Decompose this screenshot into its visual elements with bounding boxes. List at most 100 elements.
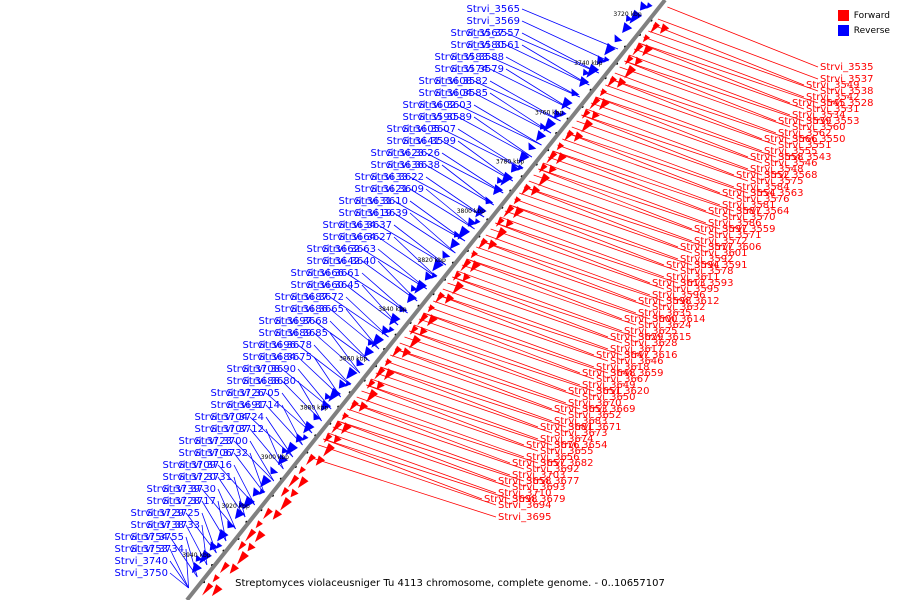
forward-gene-arrow bbox=[409, 325, 419, 335]
forward-gene-connector bbox=[595, 96, 749, 158]
forward-gene-arrow bbox=[340, 422, 352, 435]
reverse-gene-arrow bbox=[622, 22, 633, 33]
legend-label-reverse: Reverse bbox=[853, 25, 890, 36]
forward-gene-arrow bbox=[470, 260, 481, 273]
forward-gene-arrow bbox=[634, 56, 643, 66]
reverse-gene-connector bbox=[441, 164, 494, 206]
reverse-gene-connector bbox=[393, 212, 456, 254]
forward-gene-arrow bbox=[538, 173, 550, 187]
forward-gene-arrow bbox=[513, 206, 524, 219]
reverse-gene-arrow bbox=[195, 554, 203, 562]
reverse-gene-arrow bbox=[625, 14, 633, 22]
forward-gene-connector bbox=[380, 366, 567, 428]
forward-gene-label: Strvi_3545 bbox=[792, 98, 846, 109]
forward-gene-label: Strvi_3618 bbox=[596, 362, 650, 373]
forward-gene-connector bbox=[471, 252, 637, 314]
reverse-gene-connector bbox=[361, 248, 428, 290]
forward-gene-arrow bbox=[331, 420, 343, 434]
reverse-gene-label: Strvi_3750 bbox=[114, 568, 168, 579]
forward-gene-label: Strvi_3564 bbox=[736, 206, 790, 217]
forward-gene-arrow bbox=[505, 218, 514, 228]
reverse-gene-arrow bbox=[227, 520, 236, 529]
forward-gene-connector bbox=[332, 426, 511, 488]
forward-gene-connector bbox=[385, 360, 553, 422]
forward-gene-label: Strvi_3596 bbox=[652, 290, 706, 301]
legend: Forward Reverse bbox=[837, 8, 890, 38]
reverse-gene-arrow bbox=[442, 250, 451, 259]
forward-gene-connector bbox=[337, 420, 525, 482]
axis-tick-label: 3820 kbp bbox=[418, 257, 446, 264]
forward-gene-label: Strvi_3653 bbox=[554, 404, 608, 415]
reverse-gene-connector bbox=[521, 8, 619, 50]
forward-gene-connector bbox=[327, 432, 497, 494]
forward-gene-label: Strvi_3560 bbox=[792, 122, 846, 133]
forward-gene-arrow bbox=[280, 497, 292, 511]
reverse-gene-label: Strvi_3661 bbox=[306, 268, 360, 279]
forward-gene-arrow bbox=[452, 281, 464, 295]
forward-gene-label: Strvi_3528 bbox=[820, 98, 874, 109]
forward-gene-arrow bbox=[288, 474, 300, 488]
reverse-gene-connector bbox=[473, 80, 561, 122]
reverse-gene-label: Strvi_3739 bbox=[146, 484, 200, 495]
reverse-gene-connector bbox=[521, 20, 609, 62]
forward-gene-connector bbox=[538, 168, 693, 230]
forward-gene-connector bbox=[447, 282, 623, 344]
reverse-gene-connector bbox=[425, 152, 504, 194]
forward-gene-arrow bbox=[392, 345, 402, 358]
forward-gene-arrow bbox=[478, 237, 488, 250]
axis-tick-label: 3900 kbp bbox=[261, 454, 289, 461]
reverse-gene-label: Strvi_3740 bbox=[114, 556, 168, 567]
reverse-gene-label: Strvi_3687 bbox=[274, 292, 328, 303]
forward-gene-arrow bbox=[341, 412, 349, 421]
reverse-gene-connector bbox=[425, 164, 494, 206]
reverse-gene-label: Strvi_3716 bbox=[178, 460, 232, 471]
reverse-gene-label: Strvi_3639 bbox=[354, 208, 408, 219]
reverse-gene-label: Strvi_3680 bbox=[242, 376, 296, 387]
forward-gene-arrow bbox=[254, 530, 266, 543]
reverse-gene-arrow bbox=[324, 392, 332, 400]
reverse-gene-label: Strvi_3686 bbox=[274, 304, 328, 315]
forward-gene-connector bbox=[499, 216, 665, 278]
forward-gene-label: Strvi_3617 bbox=[610, 344, 664, 355]
forward-gene-arrow bbox=[642, 34, 651, 43]
forward-gene-arrow bbox=[219, 561, 230, 574]
forward-gene-label: Strvi_3656 bbox=[526, 452, 580, 463]
forward-gene-connector bbox=[442, 288, 609, 350]
forward-gene-arrow bbox=[513, 196, 522, 205]
reverse-gene-arrow bbox=[536, 130, 547, 141]
forward-gene-label: Strvi_3648 bbox=[582, 368, 636, 379]
forward-gene-arrow bbox=[599, 98, 610, 111]
forward-gene-label: Strvi_3591 bbox=[694, 260, 748, 271]
forward-gene-arrow bbox=[290, 488, 299, 498]
reverse-gene-connector bbox=[297, 380, 322, 422]
reverse-gene-arrow bbox=[510, 163, 520, 173]
forward-gene-connector bbox=[652, 24, 805, 86]
forward-gene-arrow bbox=[591, 110, 600, 120]
forward-gene-connector bbox=[547, 156, 721, 218]
forward-gene-label: Strvi_3674 bbox=[540, 434, 594, 445]
forward-gene-arrow bbox=[632, 42, 644, 56]
forward-gene-label: Strvi_3673 bbox=[554, 428, 608, 439]
forward-gene-label: Strvi_3692 bbox=[526, 464, 580, 475]
reverse-gene-connector bbox=[265, 392, 313, 434]
reverse-gene-arrow bbox=[614, 34, 623, 43]
reverse-gene-connector bbox=[377, 236, 437, 278]
reverse-gene-arrow bbox=[303, 420, 315, 434]
reverse-gene-arrow bbox=[346, 366, 358, 380]
forward-gene-label: Strvi_3571 bbox=[708, 230, 762, 241]
reverse-gene-label: Strvi_3637 bbox=[338, 220, 392, 231]
forward-gene-label: Strvi_3649 bbox=[582, 380, 636, 391]
reverse-gene-arrow bbox=[270, 466, 279, 475]
forward-gene-label: Strvi_3611 bbox=[666, 272, 720, 283]
reverse-gene-label: Strvi_3712 bbox=[210, 424, 264, 435]
reverse-gene-arrow bbox=[586, 63, 600, 78]
forward-gene-arrow bbox=[366, 379, 376, 389]
forward-gene-arrow bbox=[263, 507, 273, 520]
forward-gene-connector bbox=[605, 84, 777, 146]
reverse-gene-label: Strvi_3690 bbox=[242, 364, 296, 375]
forward-gene-arrow bbox=[323, 433, 333, 443]
forward-gene-label: Strvi_3551 bbox=[778, 140, 832, 151]
reverse-gene-label: Strvi_3582 bbox=[434, 76, 488, 87]
forward-gene-connector bbox=[418, 318, 595, 380]
reverse-gene-label: Strvi_3738 bbox=[130, 520, 184, 531]
